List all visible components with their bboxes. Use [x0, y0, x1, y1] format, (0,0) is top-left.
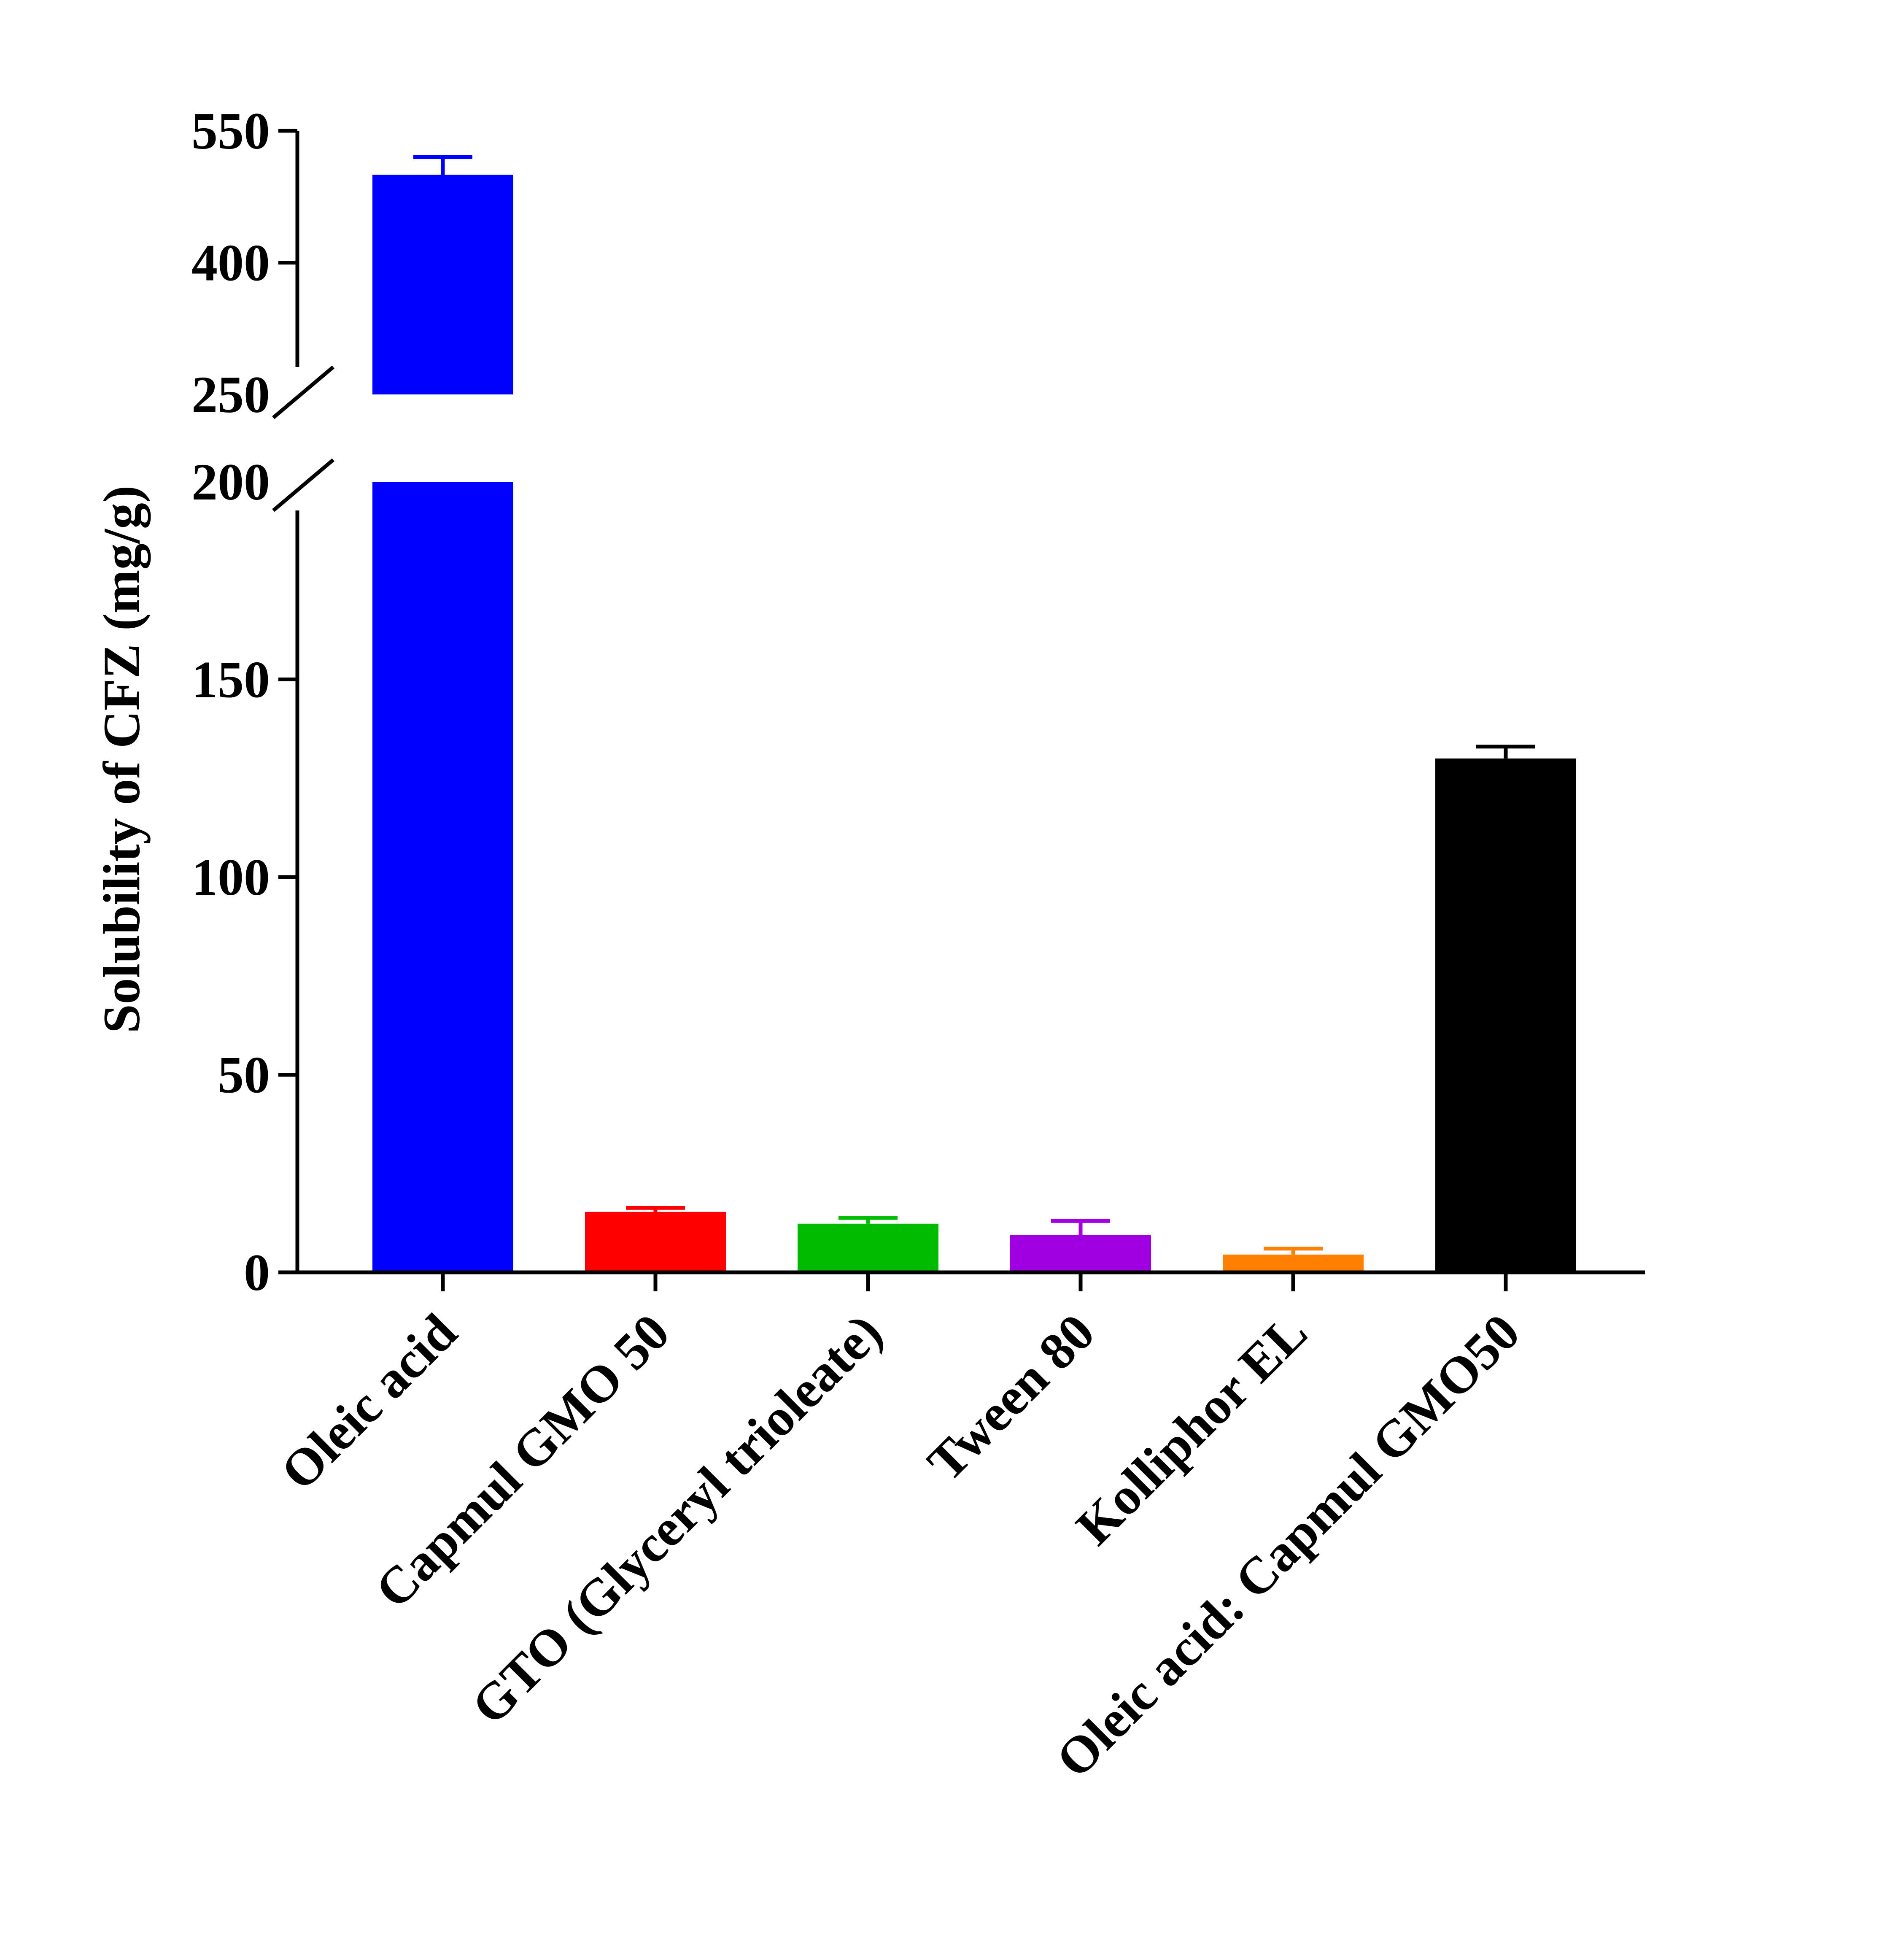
x-tick-label: Oleic acid — [270, 1303, 468, 1501]
bar — [1010, 1234, 1151, 1272]
axis-break-mark — [272, 458, 334, 512]
bar — [798, 1223, 938, 1272]
y-tick-label: 100 — [191, 848, 270, 906]
x-tick-label: GTO (Glyceryl trioleate) — [461, 1303, 893, 1735]
bar — [585, 1212, 726, 1272]
y-tick-label: 200 — [191, 453, 270, 511]
y-tick-label: 50 — [218, 1046, 270, 1104]
y-axis-title: Solubility of CFZ (mg/g) — [93, 486, 151, 1034]
axes-group — [272, 131, 1645, 1274]
x-tick-label: Oleic acid: Capmul GMO50 — [1045, 1303, 1531, 1788]
y-tick-label: 0 — [244, 1244, 270, 1301]
bar — [1435, 758, 1576, 1272]
y-ticks-group: 0 50 100 150 200 250 400 550 — [191, 102, 297, 1301]
bar — [1223, 1254, 1364, 1272]
bar — [372, 482, 513, 1272]
x-tick-label: Tween 80 — [917, 1303, 1105, 1492]
error-bars-group — [413, 155, 1535, 1255]
bars-group — [372, 175, 1576, 1272]
y-tick-label: 400 — [191, 234, 270, 292]
y-tick-label: 250 — [191, 366, 270, 424]
axis-break-mark — [272, 365, 334, 419]
y-tick-label: 150 — [191, 651, 270, 709]
y-tick-label: 550 — [191, 102, 270, 160]
bar — [372, 175, 513, 395]
